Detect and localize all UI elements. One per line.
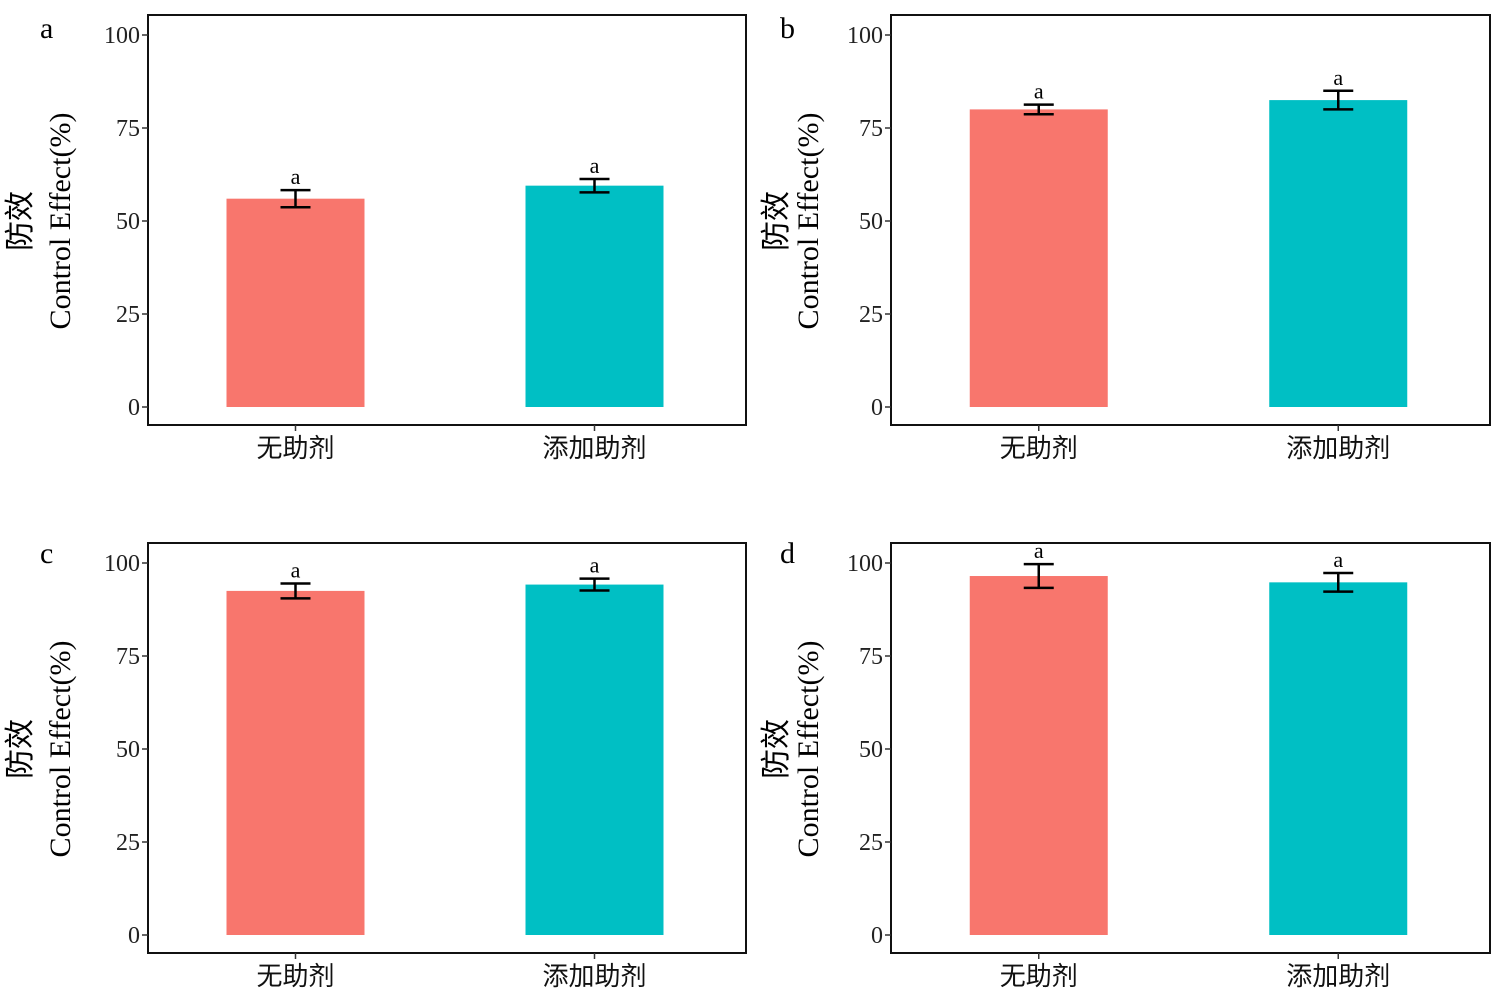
y-tick-label: 25 — [859, 302, 883, 328]
x-tick-label: 无助剂 — [256, 434, 334, 463]
panel-d: d 防效 Control Effect(%) 0 25 50 75 100 a 无助剂 a 添加助剂 — [760, 537, 1491, 991]
panel-a: a 防效 Control Effect(%) 0 25 50 75 100 a 无助剂 a 添加助剂 — [4, 12, 747, 463]
panel-frame — [890, 14, 1491, 426]
significance-label: a — [291, 164, 301, 189]
y-tick-label: 0 — [128, 923, 140, 949]
panel-frame — [147, 542, 747, 954]
y-tick-label: 50 — [859, 737, 883, 763]
panel-letter: a — [40, 12, 53, 45]
x-tick-label: 无助剂 — [1000, 962, 1078, 991]
significance-label: a — [291, 557, 301, 582]
y-axis-title-en: Control Effect(%) — [792, 641, 825, 858]
y-axis-title-cn: 防效 — [4, 719, 37, 779]
y-tick-label: 25 — [116, 830, 140, 856]
panel-c: c 防效 Control Effect(%) 0 25 50 75 100 a 无助剂 a 添加助剂 — [4, 537, 747, 991]
x-tick-label: 添加助剂 — [542, 434, 646, 463]
bar — [525, 584, 664, 935]
significance-label: a — [1333, 547, 1343, 572]
y-tick-label: 50 — [116, 209, 140, 235]
bar — [525, 185, 664, 407]
x-tick-label: 添加助剂 — [1286, 434, 1390, 463]
significance-label: a — [1034, 79, 1044, 104]
y-tick-label: 0 — [871, 923, 883, 949]
y-tick-label: 50 — [859, 209, 883, 235]
bar — [1269, 100, 1408, 407]
y-tick-label: 75 — [859, 644, 883, 670]
y-axis-title-en: Control Effect(%) — [44, 113, 77, 330]
bar — [226, 590, 365, 935]
bar — [969, 109, 1108, 408]
significance-label: a — [1333, 65, 1343, 90]
panel-frame — [147, 14, 747, 426]
y-tick-label: 25 — [859, 830, 883, 856]
bar — [969, 576, 1108, 935]
x-tick-label: 添加助剂 — [542, 962, 646, 991]
y-tick-label: 100 — [104, 551, 140, 577]
significance-label: a — [1034, 538, 1044, 563]
bar — [1269, 582, 1408, 935]
panel-b: b 防效 Control Effect(%) 0 25 50 75 100 a 无助剂 a 添加助剂 — [760, 12, 1491, 463]
y-axis-title-en: Control Effect(%) — [792, 113, 825, 330]
bar — [226, 198, 365, 407]
y-tick-label: 50 — [116, 737, 140, 763]
panel-letter: c — [40, 537, 53, 570]
y-tick-label: 100 — [847, 551, 883, 577]
panel-letter: b — [780, 12, 795, 45]
y-axis-title-cn: 防效 — [760, 719, 793, 779]
y-tick-label: 0 — [128, 395, 140, 421]
panel-letter: d — [780, 537, 795, 570]
y-tick-label: 0 — [871, 395, 883, 421]
y-tick-label: 75 — [116, 116, 140, 142]
y-tick-label: 75 — [859, 116, 883, 142]
y-axis-title-en: Control Effect(%) — [44, 641, 77, 858]
significance-label: a — [590, 153, 600, 178]
y-tick-label: 25 — [116, 302, 140, 328]
x-tick-label: 添加助剂 — [1286, 962, 1390, 991]
x-tick-label: 无助剂 — [1000, 434, 1078, 463]
significance-label: a — [590, 553, 600, 578]
y-tick-label: 100 — [104, 23, 140, 49]
y-axis-title-cn: 防效 — [760, 191, 793, 251]
y-tick-label: 75 — [116, 644, 140, 670]
panel-frame — [890, 542, 1491, 954]
y-axis-title-cn: 防效 — [4, 191, 37, 251]
x-tick-label: 无助剂 — [256, 962, 334, 991]
y-tick-label: 100 — [847, 23, 883, 49]
